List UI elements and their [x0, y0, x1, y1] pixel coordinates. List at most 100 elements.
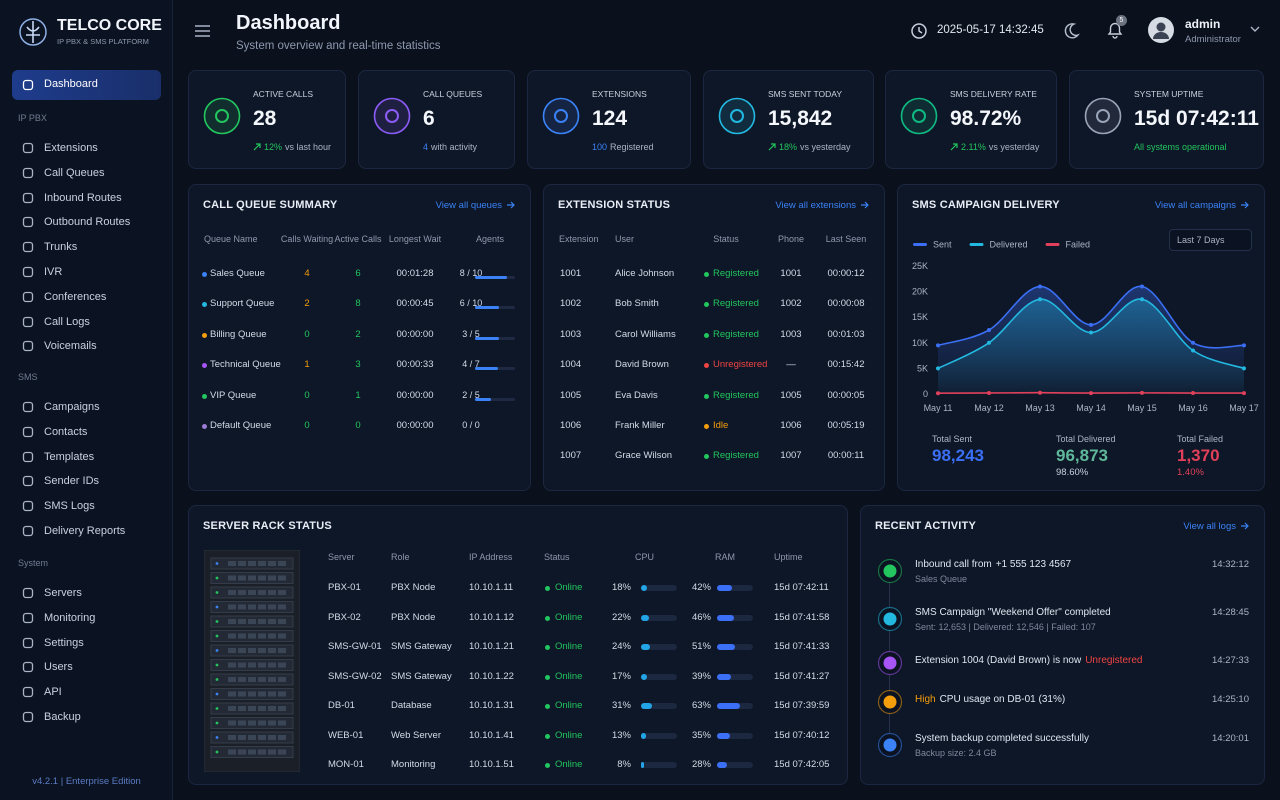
server-name: MON-01 [328, 759, 364, 770]
status: Registered [713, 268, 759, 279]
rack-led [215, 721, 219, 725]
rack-slot [238, 749, 246, 755]
nav-section-title: IP PBX [18, 113, 47, 123]
nav-item[interactable]: Monitoring [12, 609, 161, 629]
nav-icon [22, 192, 34, 203]
nav-label: SMS Logs [44, 500, 95, 513]
rack-slot [258, 619, 266, 624]
rack-slot [278, 633, 286, 639]
total-value: 96,873 [1056, 446, 1108, 465]
server-role: Monitoring [391, 759, 436, 770]
rack-slot [278, 590, 286, 595]
theme-toggle[interactable] [1064, 22, 1080, 40]
nav-label: Trunks [44, 241, 78, 254]
nav-item[interactable]: Contacts [12, 423, 161, 443]
stat-card: SMS DELIVERY RATE 98.72% 2.11% vs yesterday [885, 70, 1057, 169]
nav-item[interactable]: Sender IDs [12, 472, 161, 492]
nav-item[interactable]: Settings [12, 634, 161, 654]
stat-card: ACTIVE CALLS 28 12% vs last hour [188, 70, 346, 169]
nav-icon-shape [22, 662, 34, 673]
y-tick-label: 5K [917, 363, 928, 373]
nav-item[interactable]: Servers [12, 584, 161, 604]
phone: 1007 [780, 450, 802, 462]
stat-icon-glyph [215, 109, 229, 123]
rack-slot [278, 561, 286, 566]
nav-item[interactable]: Delivery Reports [12, 522, 161, 542]
series-point [1242, 391, 1246, 396]
nav-item[interactable]: Backup [12, 708, 161, 728]
ram-bar [717, 614, 734, 621]
nav-icon [22, 341, 34, 352]
ram-label: 42% [691, 582, 711, 593]
nav-item[interactable]: Campaigns [12, 398, 161, 418]
nav-icon [22, 79, 34, 91]
series-point [1242, 366, 1246, 371]
rack-slot [228, 619, 236, 624]
range-select[interactable]: Last 7 Days [1169, 229, 1252, 251]
user-menu-chevron[interactable] [1250, 26, 1260, 34]
rack-slot [228, 575, 236, 581]
notifications-button[interactable] [1105, 20, 1125, 40]
ram-bar [717, 703, 740, 709]
column-header: User [615, 234, 635, 244]
rack-led [215, 605, 219, 609]
nav-item-active[interactable]: Dashboard [12, 70, 161, 100]
panel-link[interactable]: View all extensions [775, 200, 870, 211]
rack-slot [238, 561, 246, 566]
nav-icon [22, 142, 34, 154]
server-status: Online [555, 729, 583, 741]
nav-item[interactable]: Call Queues [12, 164, 161, 184]
panel-link[interactable]: View all campaigns [1155, 200, 1250, 211]
rack-slot [258, 575, 266, 581]
avatar[interactable] [1147, 16, 1175, 44]
calls-waiting: 2 [304, 298, 310, 310]
nav-icon-shape [22, 217, 34, 228]
nav-item[interactable]: Users [12, 658, 161, 678]
panel-link[interactable]: View all queues [436, 200, 516, 211]
activity-icon [877, 606, 903, 632]
extension: 1001 [560, 268, 582, 279]
active-calls: 0 [355, 420, 361, 431]
nav-item[interactable]: SMS Logs [12, 497, 161, 517]
stat-note: vs last hour [285, 142, 332, 152]
cpu-bar [641, 673, 648, 680]
panel-link[interactable]: View all logs [1183, 521, 1250, 532]
nav-item[interactable]: Templates [12, 448, 161, 468]
nav-item[interactable]: Outbound Routes [12, 213, 161, 233]
rack-slot [228, 691, 236, 697]
server-uptime: 15d 07:42:11 [774, 582, 829, 593]
nav-item[interactable]: Extensions [12, 139, 161, 159]
agents-bar [475, 276, 507, 279]
series-point [1089, 391, 1093, 396]
stat-label: SMS DELIVERY RATE [950, 89, 1037, 99]
stat-card: SYSTEM UPTIME 15d 07:42:11 All systems ope… [1069, 70, 1264, 169]
nav-icon [22, 401, 34, 413]
nav-item[interactable]: API [12, 683, 161, 703]
column-header: Last Seen [825, 234, 867, 244]
menu-button[interactable] [194, 23, 212, 39]
activity-detail: Sales Queue [915, 574, 968, 584]
user: Eva Davis [615, 389, 658, 401]
ram-label: 46% [691, 611, 711, 623]
nav-item[interactable]: Conferences [12, 288, 161, 308]
phone: — [786, 359, 796, 371]
activity-time: 14:27:33 [1212, 655, 1249, 666]
rack-led [215, 591, 219, 594]
link-arrow [1241, 523, 1249, 530]
nav-icon-shape [22, 637, 34, 648]
nav-item[interactable]: Voicemails [12, 337, 161, 357]
ram-bar-track [717, 614, 753, 621]
nav-item[interactable]: Trunks [12, 238, 161, 258]
nav-icon [22, 711, 34, 723]
nav-item[interactable]: Inbound Routes [12, 189, 161, 209]
cpu-label: 31% [611, 700, 631, 711]
queue-name: Billing Queue [210, 328, 267, 340]
queue-name: Default Queue [210, 420, 272, 431]
nav-item[interactable]: Call Logs [12, 313, 161, 333]
panel-title: SMS CAMPAIGN DELIVERY [912, 199, 1060, 211]
nav-item[interactable]: IVR [12, 263, 161, 283]
nav-label: Voicemails [44, 340, 97, 353]
rack-slot [248, 604, 256, 610]
status-dot [545, 733, 550, 739]
